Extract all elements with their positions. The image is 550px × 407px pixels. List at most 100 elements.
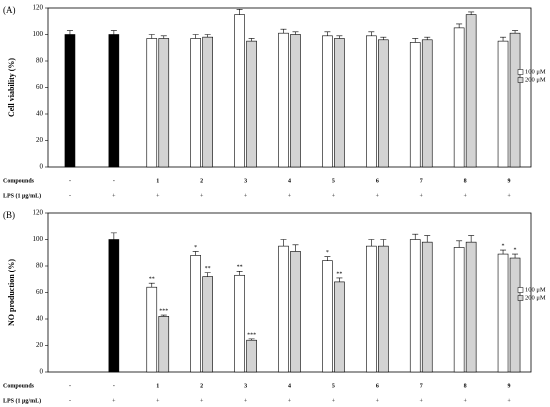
- significance-label: ***: [159, 308, 168, 314]
- error-bar: [336, 35, 343, 39]
- error-bar: [500, 36, 507, 42]
- error-bar: [512, 253, 519, 259]
- lps-label: +: [244, 193, 248, 199]
- error-bar: [204, 34, 211, 38]
- error-bar: [324, 31, 331, 36]
- legend-swatch: [517, 295, 524, 301]
- x-tick-label: -: [113, 383, 115, 389]
- legend-label: 200 μM: [525, 294, 546, 301]
- error-bar: [66, 30, 73, 35]
- bar: [421, 241, 433, 373]
- error-bar: [468, 235, 475, 243]
- x-tick-label: 3: [244, 178, 247, 184]
- significance-label: **: [149, 277, 155, 283]
- bar: [378, 245, 389, 373]
- lps-label: -: [69, 193, 71, 199]
- bar: [158, 316, 170, 373]
- error-bar: [192, 34, 199, 39]
- error-bar: [380, 239, 387, 247]
- error-bar: [512, 30, 519, 34]
- y-tick-label: 60: [36, 288, 44, 296]
- x-tick-label: 7: [420, 178, 423, 184]
- bar: [202, 36, 213, 168]
- bar: [290, 251, 301, 373]
- y-axis-label: NO production (%): [7, 259, 16, 326]
- y-tick-label: 120: [33, 4, 44, 12]
- y-tick-label: 20: [36, 136, 44, 144]
- bar: [278, 245, 289, 373]
- error-bar: [336, 277, 343, 282]
- bar: [453, 27, 465, 168]
- y-tick-label: 100: [33, 235, 44, 243]
- lps-label: +: [112, 193, 116, 199]
- bar: [322, 260, 333, 373]
- bar: [234, 14, 245, 168]
- error-bar: [456, 23, 463, 28]
- error-bar: [280, 28, 287, 34]
- x-tick-label: 8: [464, 383, 467, 389]
- bar: [334, 38, 345, 168]
- bar: [108, 239, 120, 373]
- significance-label: **: [336, 271, 342, 277]
- x-tick-label: -: [69, 383, 71, 389]
- bar: [497, 40, 509, 168]
- bar: [409, 239, 421, 373]
- lps-label: +: [463, 398, 467, 404]
- bar: [322, 35, 333, 168]
- lps-label: +: [463, 193, 467, 199]
- significance-label: *: [194, 245, 197, 251]
- x-tick-label: 6: [376, 383, 379, 389]
- error-bar: [148, 282, 155, 288]
- bar: [465, 241, 477, 373]
- bar: [64, 34, 76, 168]
- lps-label: +: [200, 398, 204, 404]
- x-tick-label: 1: [156, 383, 159, 389]
- error-bar: [160, 314, 167, 317]
- row-header: LPS (1 μg/mL): [3, 192, 41, 199]
- x-tick-label: -: [69, 178, 71, 184]
- bar: [421, 39, 433, 168]
- lps-label: +: [288, 398, 292, 404]
- bar: [278, 32, 289, 168]
- lps-label: +: [156, 193, 160, 199]
- lps-label: +: [420, 398, 424, 404]
- row-header: Compounds: [3, 178, 35, 184]
- x-tick-label: 3: [244, 383, 247, 389]
- bar: [146, 38, 158, 168]
- lps-label: +: [376, 398, 380, 404]
- bar: [509, 257, 521, 373]
- lps-label: +: [244, 398, 248, 404]
- lps-label: +: [112, 398, 116, 404]
- bar: [246, 339, 257, 373]
- lps-label: +: [332, 193, 336, 199]
- error-bar: [368, 31, 375, 36]
- error-bar: [160, 35, 167, 39]
- x-tick-label: -: [113, 178, 115, 184]
- error-bar: [110, 232, 117, 240]
- x-tick-label: 4: [288, 383, 291, 389]
- lps-label: +: [156, 398, 160, 404]
- y-tick-label: 100: [33, 30, 44, 38]
- y-tick-label: 40: [36, 315, 44, 323]
- legend-swatch: [517, 287, 524, 293]
- bar: [465, 14, 477, 168]
- error-bar: [292, 31, 299, 35]
- legend-swatch: [517, 77, 524, 83]
- significance-label: *: [326, 250, 329, 256]
- error-bar: [424, 235, 431, 243]
- significance-label: **: [237, 265, 243, 271]
- bar: [378, 39, 389, 168]
- bar: [409, 42, 421, 168]
- legend-label: 100 μM: [525, 286, 546, 293]
- error-bar: [280, 239, 287, 247]
- error-bar: [468, 11, 475, 15]
- error-bar: [380, 36, 387, 40]
- panel-label: (B): [3, 210, 15, 220]
- x-tick-label: 2: [200, 178, 203, 184]
- error-bar: [412, 38, 419, 43]
- lps-label: +: [332, 398, 336, 404]
- plot-frame: [47, 7, 532, 168]
- row-header: Compounds: [3, 383, 35, 389]
- x-tick-label: 1: [156, 178, 159, 184]
